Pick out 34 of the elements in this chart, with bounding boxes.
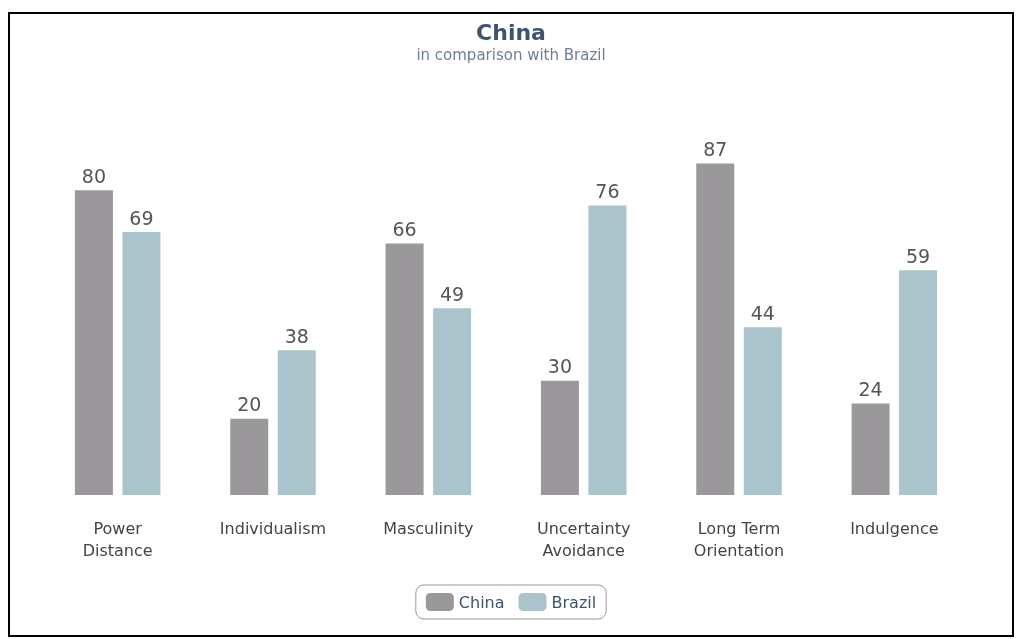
bar xyxy=(588,205,627,495)
data-label: 24 xyxy=(858,378,883,401)
data-label: 30 xyxy=(547,355,573,378)
legend-label: Brazil xyxy=(551,592,597,612)
data-label: 69 xyxy=(129,206,154,229)
x-tick-label: Long Term Orientation xyxy=(693,518,785,560)
legend-label: China xyxy=(458,592,505,612)
data-label: 59 xyxy=(905,244,931,267)
data-label: 76 xyxy=(595,179,620,202)
bar xyxy=(540,380,579,495)
data-label: 44 xyxy=(750,301,775,324)
x-tick-label: Uncertainty Avoidance xyxy=(536,518,631,560)
bar xyxy=(230,418,269,495)
x-tick-label: Power Distance xyxy=(82,518,153,560)
bar xyxy=(385,243,424,495)
chart-subtitle: in comparison with Brazil xyxy=(416,45,606,64)
bar xyxy=(851,403,890,495)
chart-title: China xyxy=(476,19,546,45)
bar xyxy=(74,190,113,495)
data-label: 38 xyxy=(284,324,309,347)
bar xyxy=(743,327,782,495)
bar xyxy=(122,232,161,495)
bar xyxy=(696,163,735,495)
bar xyxy=(433,308,472,495)
data-label: 20 xyxy=(237,393,262,416)
bar xyxy=(899,270,938,495)
data-label: 80 xyxy=(81,164,107,187)
bar xyxy=(277,350,316,495)
x-tick-label: Masculinity xyxy=(383,518,474,538)
x-tick-label: Individualism xyxy=(219,518,327,538)
data-label: 49 xyxy=(439,282,465,305)
x-tick-label: Indulgence xyxy=(850,518,939,538)
data-label: 87 xyxy=(703,138,728,161)
data-label: 66 xyxy=(392,218,417,241)
